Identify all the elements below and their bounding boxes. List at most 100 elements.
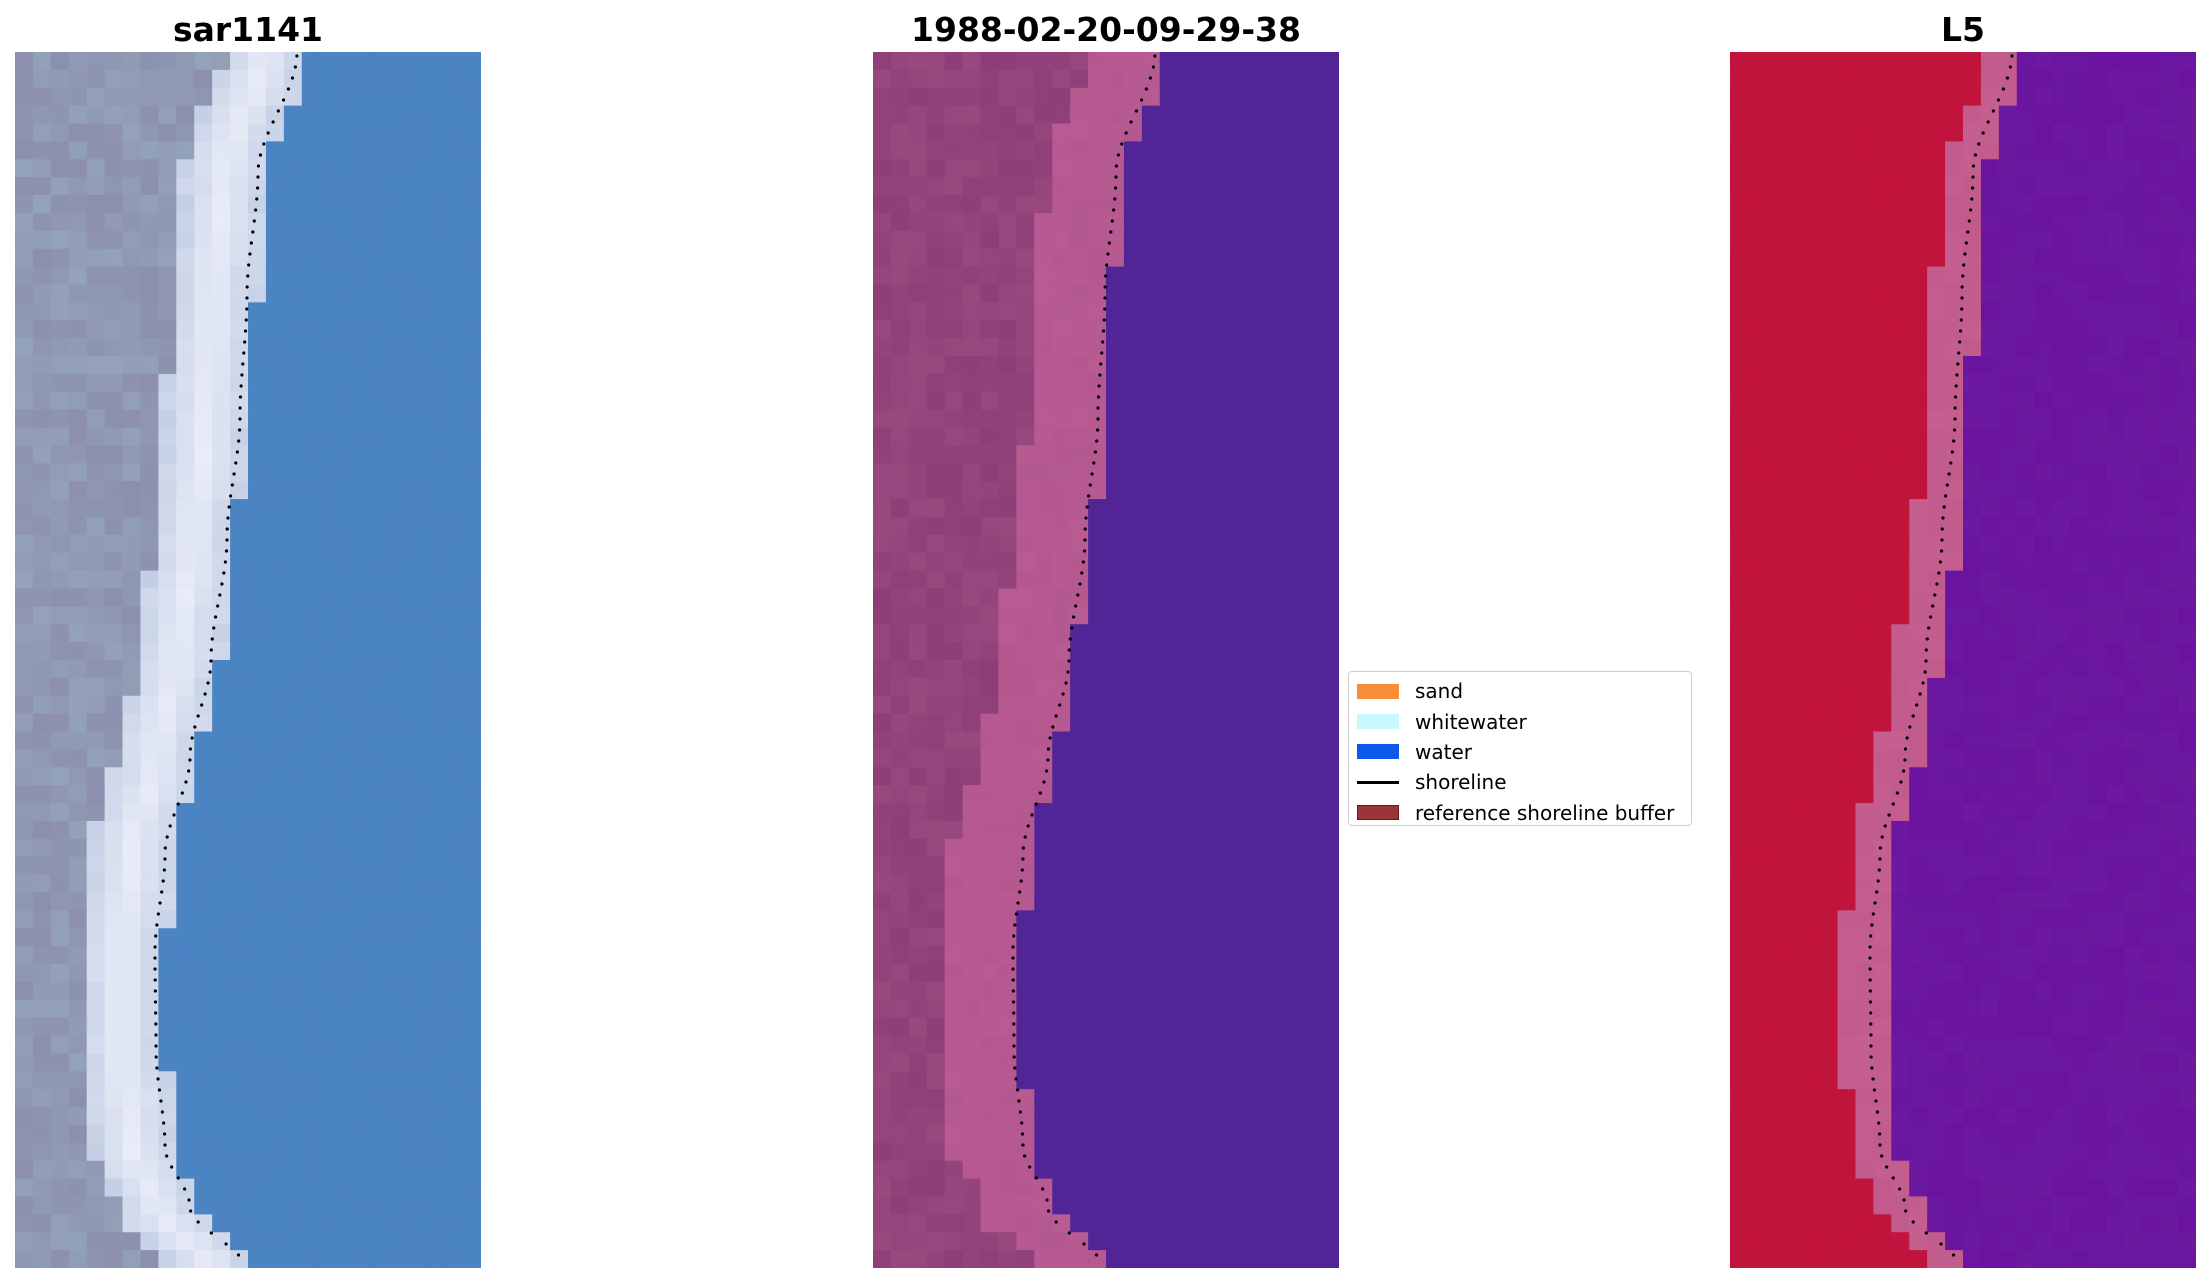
- image-pixel: [355, 1017, 375, 1037]
- image-pixel: [409, 391, 428, 411]
- image-pixel: [373, 1232, 392, 1251]
- image-pixel: [230, 606, 249, 625]
- image-pixel: [1088, 141, 1107, 160]
- image-pixel: [1998, 856, 2018, 876]
- image-pixel: [1801, 481, 1821, 500]
- image-pixel: [1855, 391, 1874, 411]
- image-pixel: [1837, 284, 1857, 303]
- image-pixel: [890, 212, 910, 232]
- image-pixel: [158, 338, 177, 357]
- image-pixel: [980, 1071, 1000, 1090]
- image-pixel: [873, 1053, 892, 1072]
- image-pixel: [2124, 391, 2143, 411]
- shoreline-dot: [170, 1165, 174, 1169]
- image-pixel: [1321, 713, 1339, 733]
- image-pixel: [1303, 516, 1322, 536]
- image-pixel: [122, 874, 142, 894]
- image-pixel: [68, 1232, 88, 1251]
- image-pixel: [15, 660, 34, 679]
- image-pixel: [1998, 749, 2018, 768]
- image-pixel: [86, 1178, 106, 1198]
- image-pixel: [1963, 516, 1982, 536]
- image-pixel: [1747, 481, 1767, 500]
- image-pixel: [2178, 177, 2196, 196]
- image-pixel: [337, 87, 357, 107]
- image-pixel: [944, 195, 964, 214]
- image-pixel: [158, 195, 177, 214]
- image-pixel: [1177, 1071, 1197, 1090]
- image-pixel: [391, 516, 410, 536]
- image-pixel: [1285, 391, 1304, 411]
- image-pixel: [1321, 1035, 1339, 1055]
- image-pixel: [2142, 677, 2161, 697]
- shoreline-dot: [295, 54, 299, 58]
- image-pixel: [1747, 195, 1767, 214]
- image-pixel: [212, 87, 231, 107]
- image-pixel: [2016, 230, 2036, 250]
- image-pixel: [1819, 856, 1839, 876]
- image-pixel: [230, 69, 249, 89]
- image-pixel: [1303, 1160, 1322, 1180]
- image-pixel: [1855, 123, 1874, 143]
- image-pixel: [194, 177, 213, 196]
- image-pixel: [1231, 660, 1250, 679]
- image-pixel: [1106, 803, 1125, 822]
- image-pixel: [2070, 499, 2090, 518]
- image-pixel: [1249, 69, 1268, 89]
- image-pixel: [1980, 570, 2000, 590]
- image-pixel: [2070, 749, 2090, 768]
- image-pixel: [32, 159, 52, 178]
- shoreline-dot: [168, 824, 172, 828]
- image-pixel: [15, 767, 34, 786]
- image-pixel: [2106, 284, 2125, 303]
- image-pixel: [301, 212, 321, 232]
- image-pixel: [463, 69, 481, 89]
- image-pixel: [926, 999, 946, 1019]
- image-pixel: [409, 1035, 428, 1055]
- image-pixel: [283, 302, 303, 321]
- image-pixel: [1249, 642, 1268, 661]
- image-pixel: [1106, 1214, 1125, 1233]
- image-pixel: [998, 212, 1017, 232]
- image-pixel: [1303, 570, 1322, 590]
- image-pixel: [1267, 874, 1286, 894]
- image-pixel: [1945, 230, 1964, 250]
- image-pixel: [1195, 284, 1215, 303]
- image-pixel: [301, 964, 321, 983]
- shoreline-dot: [155, 923, 159, 927]
- image-pixel: [980, 123, 1000, 143]
- image-pixel: [176, 463, 195, 482]
- image-pixel: [2106, 749, 2125, 768]
- image-pixel: [1141, 1178, 1161, 1198]
- image-pixel: [301, 105, 321, 125]
- image-pixel: [68, 1214, 88, 1233]
- image-pixel: [50, 1089, 70, 1108]
- image-pixel: [230, 499, 249, 518]
- image-pixel: [1855, 785, 1874, 804]
- image-pixel: [1891, 212, 1910, 232]
- image-pixel: [1927, 356, 1946, 375]
- image-pixel: [1267, 445, 1286, 464]
- image-pixel: [2160, 284, 2179, 303]
- image-pixel: [1783, 284, 1803, 303]
- image-pixel: [248, 677, 267, 697]
- image-pixel: [1747, 87, 1767, 107]
- image-pixel: [1945, 212, 1964, 232]
- image-pixel: [283, 427, 303, 447]
- image-pixel: [944, 69, 964, 89]
- image-pixel: [926, 320, 946, 339]
- image-pixel: [1052, 981, 1071, 1001]
- image-pixel: [283, 1196, 303, 1215]
- image-pixel: [1909, 159, 1928, 178]
- image-pixel: [212, 999, 231, 1019]
- image-pixel: [1177, 516, 1197, 536]
- image-pixel: [1285, 516, 1304, 536]
- image-pixel: [391, 284, 410, 303]
- image-pixel: [1231, 1124, 1250, 1144]
- image-pixel: [1088, 248, 1107, 268]
- image-pixel: [1249, 463, 1268, 482]
- image-pixel: [1123, 1178, 1143, 1198]
- image-pixel: [2034, 588, 2054, 607]
- image-pixel: [1141, 1107, 1161, 1126]
- image-pixel: [1177, 499, 1197, 518]
